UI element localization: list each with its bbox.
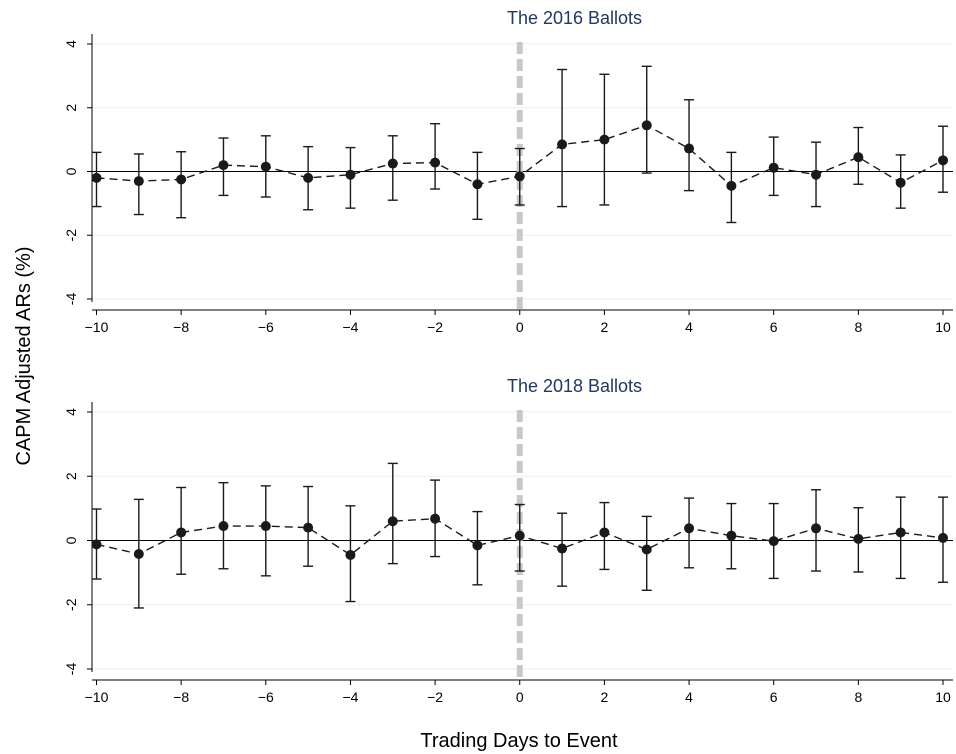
data-point [895,177,906,188]
y-tick-label: -2 [63,598,79,611]
x-tick-label: 0 [516,689,524,705]
y-tick-label: 0 [63,536,79,544]
y-tick-label: 2 [63,104,79,112]
data-point [514,171,525,182]
data-point [472,540,483,551]
y-tick-label: -4 [63,293,79,306]
data-point [811,169,822,180]
y-tick-label: 4 [63,408,79,416]
data-point [641,120,652,131]
x-axis-label: Trading Days to Event [420,730,618,752]
data-point [218,160,229,171]
data-point [938,532,948,543]
x-tick-label: 2 [601,319,609,335]
data-point [303,172,314,183]
data-point [599,527,610,538]
data-point [176,174,187,185]
data-point [387,516,398,527]
x-tick-label: 6 [770,689,778,705]
data-point [345,169,356,180]
data-point [514,530,525,541]
data-point [91,172,102,183]
data-point [260,521,271,532]
x-tick-label: −2 [427,319,443,335]
data-point [684,143,695,154]
x-tick-label: −4 [342,319,358,335]
x-tick-label: −4 [342,689,358,705]
data-point [91,539,102,550]
data-point [430,513,441,524]
panel-title: The 2018 Ballots [507,376,642,396]
x-tick-label: −6 [258,319,274,335]
data-point [811,523,822,534]
x-tick-label: 8 [854,319,862,335]
panels: The 2016 Ballots -4 -2 0 2 4 −10 −8 −6 −4 −2 0 2 4 6 8 1… [63,8,953,705]
x-tick-label: −8 [173,319,189,335]
x-tick-label: −8 [173,689,189,705]
panel-title: The 2016 Ballots [507,8,642,28]
y-axis-label: CAPM Adjusted ARs (%) [13,247,35,466]
data-point [684,523,695,534]
data-point [853,533,864,544]
data-point [557,543,568,554]
data-point [641,544,652,555]
data-point [472,179,483,190]
x-tick-label: 4 [685,319,693,335]
data-point [726,180,737,191]
data-point [345,549,356,560]
panel-1: The 2016 Ballots -4 -2 0 2 4 −10 −8 −6 −4 −2 0 2 4 6 8 1… [63,8,953,335]
data-point [599,134,610,145]
data-point [176,527,187,538]
x-tick-label: −2 [427,689,443,705]
data-point [768,536,779,547]
data-point [768,162,779,173]
x-tick-label: 4 [685,689,693,705]
x-tick-label: −10 [85,689,109,705]
data-point [853,152,864,163]
x-tick-label: −10 [85,319,109,335]
data-point [133,176,144,187]
x-tick-label: 8 [854,689,862,705]
data-point [430,157,441,168]
y-tick-label: 2 [63,472,79,480]
data-point [303,522,314,533]
data-point [260,161,271,172]
x-tick-label: −6 [258,689,274,705]
y-tick-label: -4 [63,663,79,676]
y-tick-label: 0 [63,167,79,175]
x-tick-label: 10 [935,689,951,705]
data-point [218,521,229,532]
x-tick-label: 2 [601,689,609,705]
data-point [387,158,398,169]
data-point [133,548,144,559]
y-tick-label: -2 [63,229,79,242]
data-point [726,530,737,541]
data-point [938,155,948,166]
x-tick-label: 10 [935,319,951,335]
panel-2: The 2018 Ballots -4 -2 0 2 4 −10 −8 −6 −4 −2 0 2 4 6 8 1… [63,376,953,705]
y-tick-label: 4 [63,40,79,48]
data-point [557,139,568,150]
data-point [895,527,906,538]
x-tick-label: 0 [516,319,524,335]
x-tick-label: 6 [770,319,778,335]
